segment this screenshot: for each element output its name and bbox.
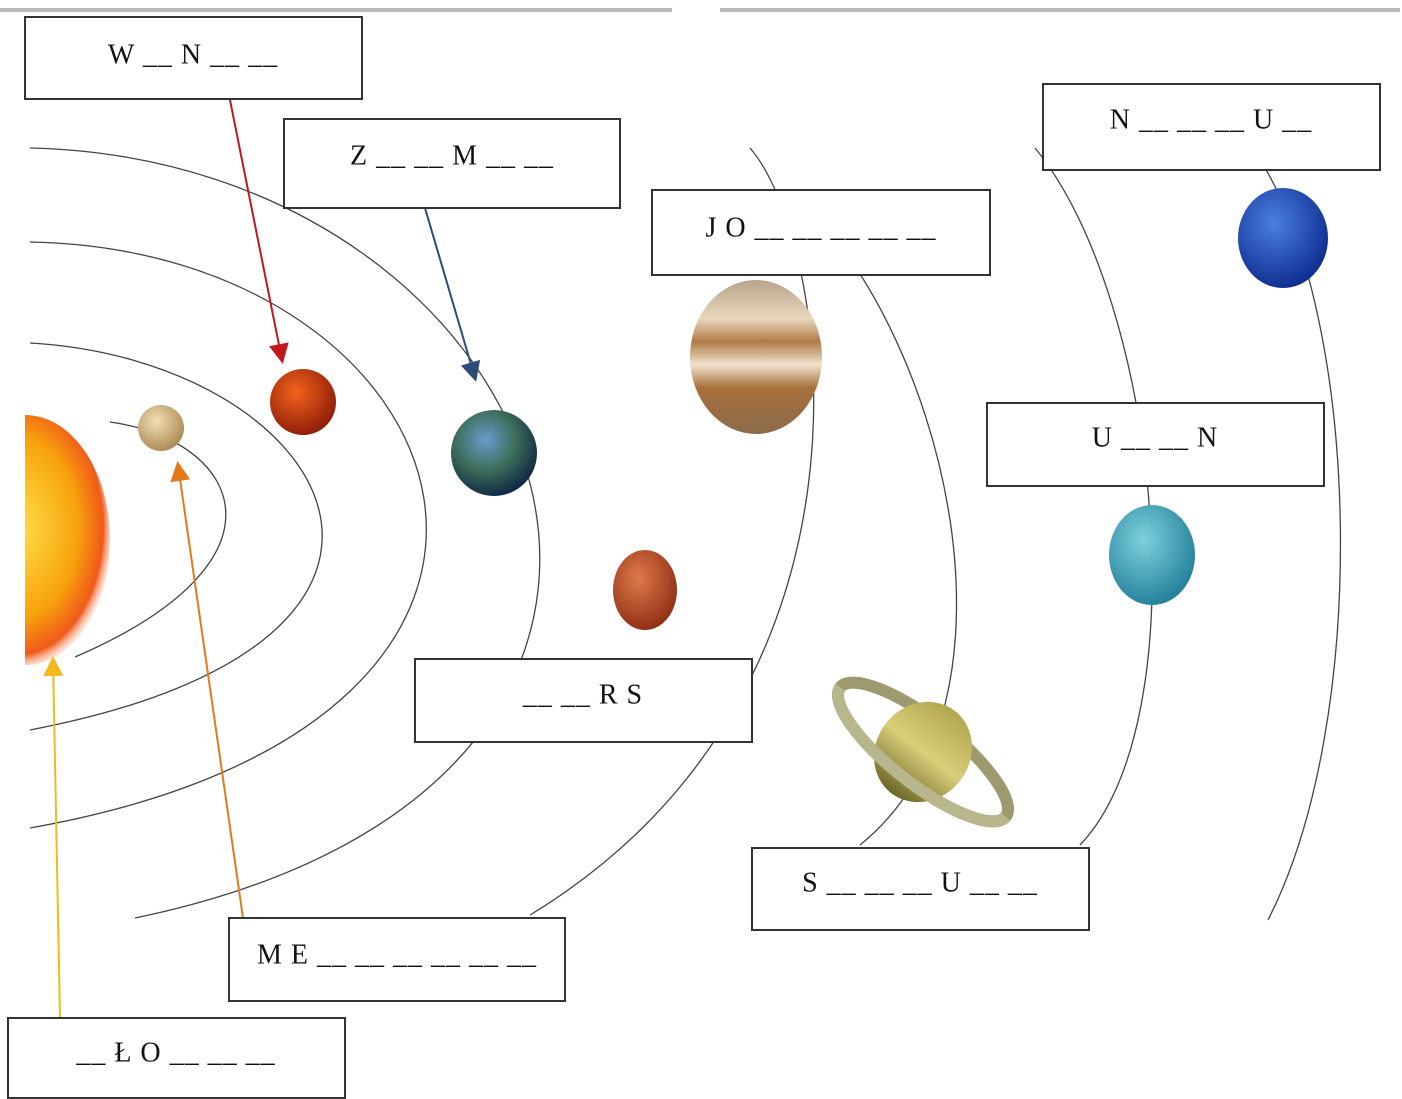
saturn xyxy=(808,646,1038,857)
mercury xyxy=(138,405,184,451)
label-text: __ Ł O __ __ __ xyxy=(75,1037,275,1068)
venus xyxy=(270,369,336,435)
neptune xyxy=(1238,188,1328,288)
label-text: S __ __ __ U __ __ xyxy=(802,867,1038,898)
label-text: Z __ __ M __ __ xyxy=(350,140,554,171)
mars xyxy=(613,550,677,630)
earth xyxy=(451,410,537,496)
uranus xyxy=(1109,505,1195,605)
jupiter xyxy=(690,280,822,434)
solar-system-worksheet: W __ N __ __ Z __ __ M __ __ J O __ __ _… xyxy=(0,0,1402,1099)
label-text: U __ __ N xyxy=(1092,422,1218,453)
arrows xyxy=(53,100,475,1018)
label-text: J O __ __ __ __ __ xyxy=(705,212,936,243)
label-text: M E __ __ __ __ __ __ xyxy=(257,939,537,970)
label-text: W __ N __ __ xyxy=(108,39,278,70)
label-text: __ __ R S xyxy=(522,679,643,710)
label-text: N __ __ __ U __ xyxy=(1110,104,1312,135)
